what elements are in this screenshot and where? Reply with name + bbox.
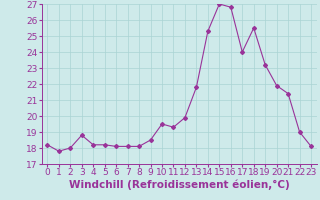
X-axis label: Windchill (Refroidissement éolien,°C): Windchill (Refroidissement éolien,°C) <box>69 180 290 190</box>
